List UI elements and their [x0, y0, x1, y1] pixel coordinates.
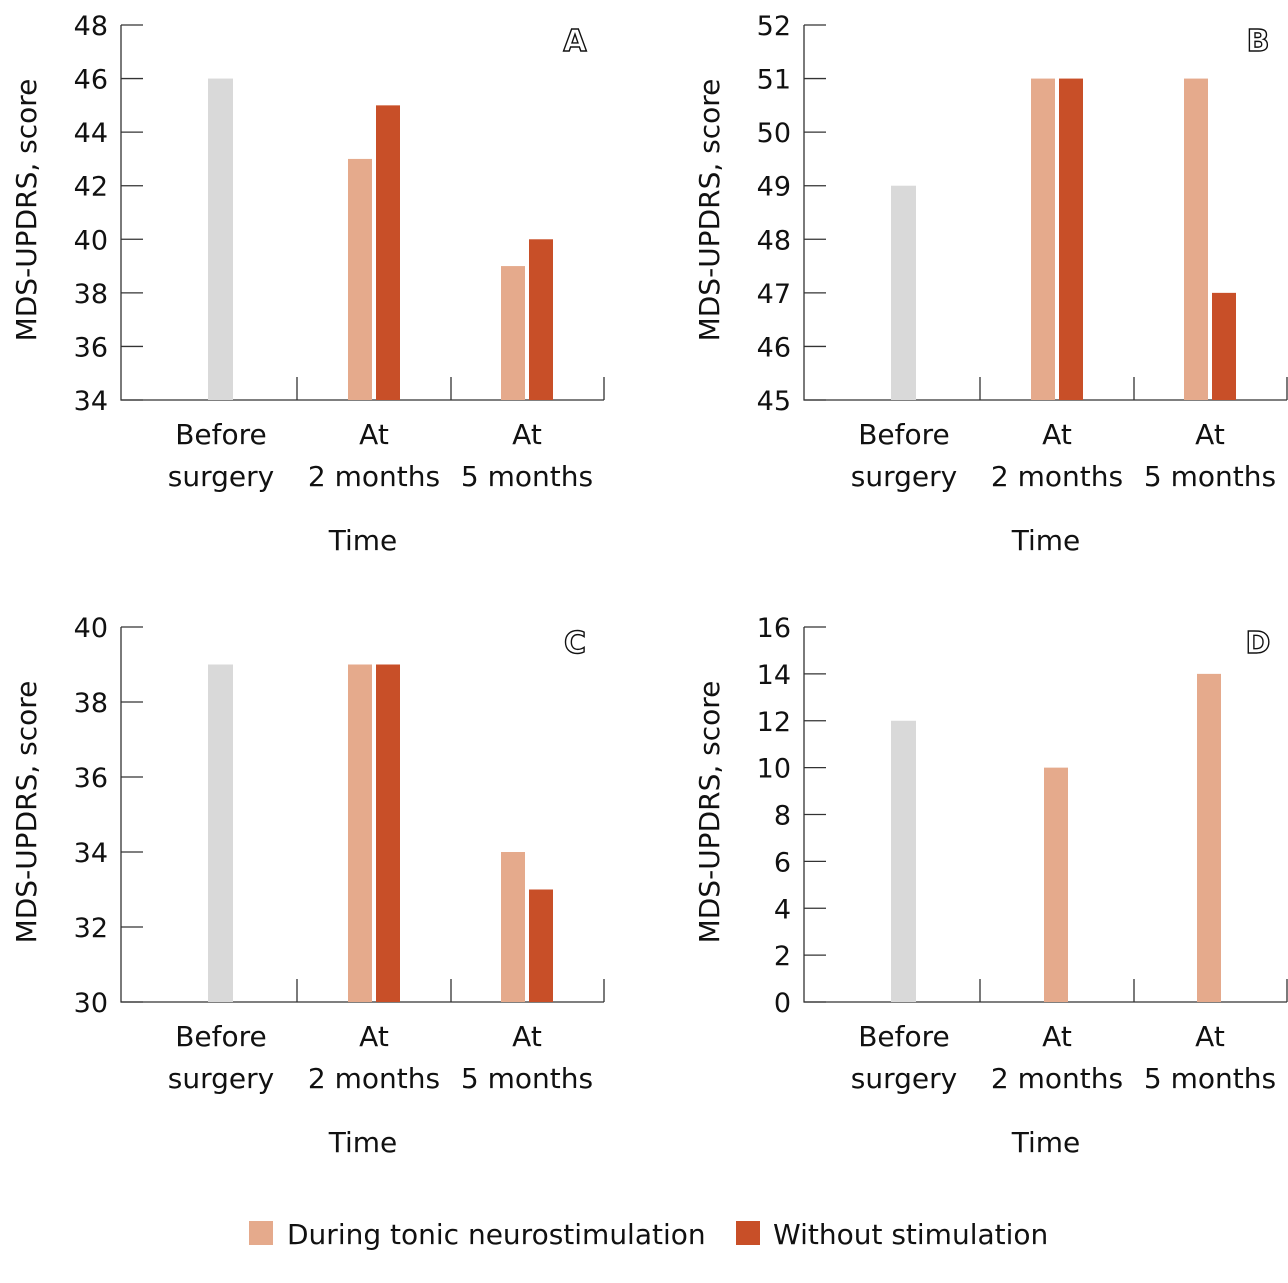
- bar-tonic-2: [501, 266, 525, 400]
- bar-tonic-2: [501, 852, 525, 1002]
- x-category-label: Before: [858, 418, 950, 451]
- y-tick-label: 52: [757, 11, 791, 42]
- bar-tonic-1: [348, 158, 372, 400]
- x-category-label: At: [1042, 1020, 1072, 1053]
- x-category-label: 5 months: [461, 1062, 593, 1095]
- panel-letter: A: [563, 24, 587, 59]
- bar-without-2: [529, 239, 553, 400]
- y-tick-label: 45: [757, 386, 791, 417]
- x-category-label: surgery: [851, 460, 957, 493]
- x-category-label: surgery: [168, 1062, 274, 1095]
- y-axis-title: MDS-UPDRS, score: [693, 79, 726, 342]
- x-category-label: At: [359, 1020, 389, 1053]
- panel-a: 34 36 38 40 42 44 46 48 Before surgery At 2 months A…: [10, 11, 605, 557]
- x-category-label: 5 months: [461, 460, 593, 493]
- bar-tonic-1: [1044, 767, 1068, 1002]
- bar-tonic-2: [1197, 673, 1221, 1002]
- y-axis-title: MDS-UPDRS, score: [693, 681, 726, 944]
- y-axis-title: MDS-UPDRS, score: [10, 79, 43, 342]
- legend-label-without: Without stimulation: [773, 1218, 1048, 1251]
- y-tick-label: 49: [757, 172, 791, 203]
- y-tick-label: 42: [74, 172, 108, 203]
- y-tick-label: 38: [74, 279, 108, 310]
- y-tick-label: 0: [774, 988, 791, 1019]
- y-tick-label: 8: [774, 801, 791, 832]
- x-axis-title: Time: [1011, 1126, 1081, 1159]
- bar-without-1: [1059, 78, 1083, 401]
- bar-tonic-1: [348, 664, 372, 1002]
- y-tick-label: 44: [74, 118, 108, 149]
- x-category-label: At: [512, 1020, 542, 1053]
- y-tick-label: 34: [74, 838, 108, 869]
- x-category-label: surgery: [168, 460, 274, 493]
- y-tick-label: 46: [74, 65, 108, 96]
- x-category-label: At: [1195, 1020, 1225, 1053]
- x-category-label: 5 months: [1144, 1062, 1276, 1095]
- legend-swatch-without: [736, 1221, 760, 1245]
- x-axis-title: Time: [328, 1126, 398, 1159]
- y-tick-label: 10: [757, 754, 791, 785]
- y-tick-label: 32: [74, 913, 108, 944]
- bar-tonic-2: [1184, 78, 1208, 401]
- y-tick-label: 2: [774, 941, 791, 972]
- x-category-label: 2 months: [308, 460, 440, 493]
- bar-without-2: [1212, 292, 1236, 400]
- legend: During tonic neurostimulation Without st…: [249, 1218, 1048, 1251]
- legend-label-tonic: During tonic neurostimulation: [287, 1218, 706, 1251]
- y-tick-label: 12: [757, 707, 791, 738]
- x-category-label: Before: [175, 1020, 267, 1053]
- bar-without-1: [376, 664, 400, 1002]
- x-category-label: Before: [175, 418, 267, 451]
- legend-swatch-tonic: [249, 1221, 273, 1245]
- y-tick-label: 46: [757, 332, 791, 363]
- y-tick-label: 51: [757, 65, 791, 96]
- panel-letter: D: [1246, 626, 1271, 661]
- panel-b: 45 46 47 48 49 50 51 52 Before surgery At 2 months A…: [693, 11, 1288, 557]
- x-category-label: surgery: [851, 1062, 957, 1095]
- panel-letter: C: [564, 626, 586, 661]
- x-category-label: 2 months: [991, 1062, 1123, 1095]
- x-category-label: At: [1195, 418, 1225, 451]
- x-category-label: At: [512, 418, 542, 451]
- y-tick-label: 30: [74, 988, 108, 1019]
- y-tick-label: 40: [74, 613, 108, 644]
- bar-before-surgery: [891, 720, 916, 1002]
- panel-d: 0 2 4 6 8 10 12 14 16 Before surgery At 2 months At 5 …: [693, 613, 1288, 1159]
- x-category-label: 5 months: [1144, 460, 1276, 493]
- y-axis-title: MDS-UPDRS, score: [10, 681, 43, 944]
- x-category-label: 2 months: [308, 1062, 440, 1095]
- bar-tonic-1: [1031, 78, 1055, 401]
- panel-c: 30 32 34 36 38 40 Before surgery At 2 months At 5 m…: [10, 613, 605, 1159]
- y-tick-label: 34: [74, 386, 108, 417]
- bar-before-surgery: [891, 185, 916, 400]
- x-category-label: At: [359, 418, 389, 451]
- bar-without-2: [529, 889, 553, 1002]
- y-tick-label: 48: [757, 225, 791, 256]
- y-tick-label: 50: [757, 118, 791, 149]
- y-tick-label: 48: [74, 11, 108, 42]
- y-tick-label: 6: [774, 847, 791, 878]
- y-tick-label: 16: [757, 613, 791, 644]
- x-category-label: At: [1042, 418, 1072, 451]
- x-axis-title: Time: [1011, 524, 1081, 557]
- y-tick-label: 47: [757, 279, 791, 310]
- y-tick-label: 36: [74, 332, 108, 363]
- bar-without-1: [376, 105, 400, 400]
- y-tick-label: 14: [757, 660, 791, 691]
- bar-before-surgery: [208, 78, 233, 401]
- y-tick-label: 36: [74, 763, 108, 794]
- bar-before-surgery: [208, 664, 233, 1002]
- x-category-label: Before: [858, 1020, 950, 1053]
- y-tick-label: 40: [74, 225, 108, 256]
- x-axis-title: Time: [328, 524, 398, 557]
- y-tick-label: 38: [74, 688, 108, 719]
- panel-letter: B: [1247, 24, 1270, 59]
- y-tick-label: 4: [774, 894, 791, 925]
- x-category-label: 2 months: [991, 460, 1123, 493]
